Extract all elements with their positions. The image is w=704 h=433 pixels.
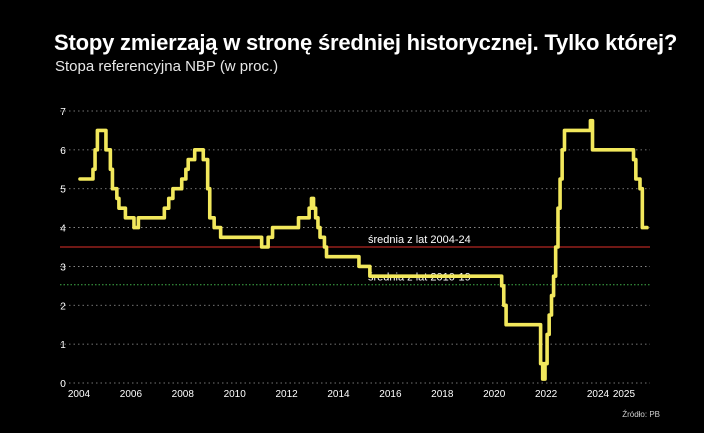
- x-tick-label: 2016: [379, 389, 402, 400]
- y-tick-label: 6: [60, 146, 66, 157]
- chart-subtitle: Stopa referencyjna NBP (w proc.): [55, 58, 279, 75]
- x-tick-label: 2022: [535, 389, 558, 400]
- reference-label-0: średnia z lat 2004-24: [368, 234, 471, 246]
- x-tick-label: 2008: [172, 389, 195, 400]
- x-tick-label: 2014: [327, 389, 350, 400]
- y-tick-label: 5: [60, 185, 66, 196]
- series-line-0: [78, 118, 649, 381]
- chart-title: Stopy zmierzają w stronę średniej histor…: [54, 30, 678, 55]
- x-tick-label: 2010: [224, 389, 247, 400]
- x-tick-label: 2025: [613, 389, 636, 400]
- source-note: Źródło: PB: [622, 410, 660, 419]
- y-tick-label: 1: [60, 340, 66, 351]
- y-tick-label: 2: [60, 301, 66, 312]
- x-tick-label: 2004: [68, 389, 91, 400]
- y-tick-label: 0: [60, 379, 66, 390]
- x-tick-label: 2006: [120, 389, 143, 400]
- x-tick-label: 2024: [587, 389, 610, 400]
- y-tick-label: 3: [60, 262, 66, 273]
- x-tick-label: 2018: [431, 389, 454, 400]
- y-tick-label: 4: [60, 224, 66, 235]
- y-tick-label: 7: [60, 107, 66, 118]
- x-tick-label: 2012: [275, 389, 298, 400]
- x-tick-label: 2020: [483, 389, 506, 400]
